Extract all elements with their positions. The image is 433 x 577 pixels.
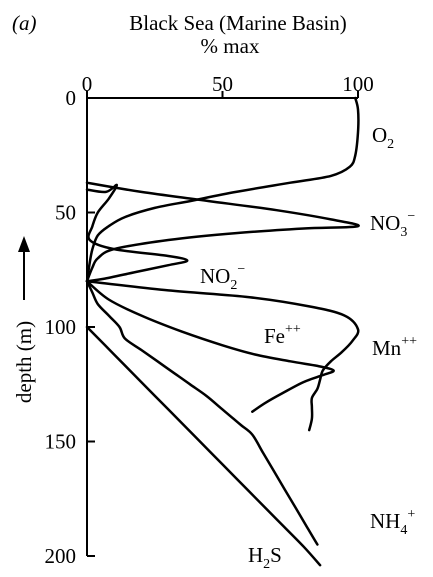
series-label-nh4: NH4+ bbox=[370, 507, 415, 538]
series-line-no2 bbox=[85, 183, 189, 283]
series-line-no3 bbox=[85, 181, 360, 283]
y-axis-label: depth (m) bbox=[12, 321, 36, 403]
axes bbox=[86, 97, 358, 556]
ticks: 0 50 100 0 50 100 150 200 bbox=[45, 72, 374, 568]
series-line-mn bbox=[85, 279, 360, 432]
series-label-h2: H2S bbox=[248, 543, 282, 572]
series-line-h2 bbox=[85, 325, 322, 567]
series-label-base: NH bbox=[370, 509, 400, 533]
series-label-superscript: + bbox=[407, 507, 415, 522]
series-label-no2: NO2− bbox=[200, 262, 245, 293]
series-label-base: NO bbox=[370, 211, 400, 235]
x-tick-label: 50 bbox=[212, 72, 233, 96]
y-tick-label: 50 bbox=[55, 201, 76, 225]
series-label-subscript: 2 bbox=[230, 278, 237, 293]
x-tick-label: 0 bbox=[82, 72, 93, 96]
series-label-o2: O2 bbox=[372, 123, 394, 152]
series-label-subscript: 3 bbox=[400, 225, 407, 240]
series-label-mn: Mn++ bbox=[372, 334, 417, 360]
x-tick-label: 100 bbox=[342, 72, 374, 96]
y-tick-label: 150 bbox=[45, 430, 77, 454]
panel-label: (a) bbox=[12, 11, 37, 35]
x-axis-label: % max bbox=[201, 34, 260, 58]
series-label-fe: Fe++ bbox=[264, 322, 301, 348]
series-line-nh4 bbox=[85, 279, 319, 546]
chart-title: Black Sea (Marine Basin) bbox=[129, 11, 347, 35]
series-label-base: H bbox=[248, 543, 263, 567]
series-label-superscript: ++ bbox=[401, 334, 417, 349]
series-label-base: O bbox=[372, 123, 387, 147]
series-label-base: NO bbox=[200, 264, 230, 288]
y-tick-label: 100 bbox=[45, 315, 77, 339]
series-label-no3: NO3− bbox=[370, 209, 415, 240]
y-axis-label-group: depth (m) bbox=[12, 236, 36, 403]
series-label-subscript: 4 bbox=[400, 523, 407, 538]
series-label-base: Fe bbox=[264, 324, 285, 348]
series-label-subscript: 2 bbox=[263, 557, 270, 572]
y-tick-label: 0 bbox=[66, 86, 77, 110]
series-label-superscript: ++ bbox=[285, 322, 301, 337]
series-label-superscript: S bbox=[270, 543, 282, 567]
series bbox=[85, 96, 360, 567]
y-axis-arrow-head bbox=[18, 236, 30, 252]
series-label-superscript: − bbox=[237, 262, 245, 277]
series-label-subscript: 2 bbox=[387, 137, 394, 152]
series-label-base: Mn bbox=[372, 336, 402, 360]
series-label-superscript: − bbox=[407, 209, 415, 224]
y-tick-label: 200 bbox=[45, 544, 77, 568]
series-line-fe bbox=[85, 279, 335, 413]
